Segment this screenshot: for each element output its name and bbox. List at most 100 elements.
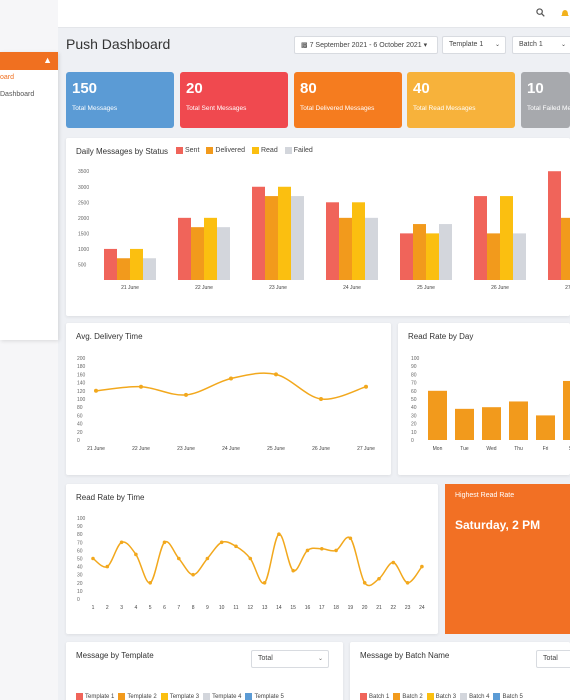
select-value: Total xyxy=(543,655,558,662)
legend-item-template-5[interactable]: Template 5 xyxy=(245,693,284,700)
y-tick-label: 90 xyxy=(411,364,417,370)
stat-label: Total Messages xyxy=(72,105,118,112)
y-tick-label: 70 xyxy=(411,381,417,387)
x-tick-label: 23 June xyxy=(269,285,287,291)
bar xyxy=(455,408,474,440)
y-tick-label: 100 xyxy=(77,516,86,522)
sidebar-item-dashboard[interactable]: oard xyxy=(0,74,15,81)
legend-item-template-1[interactable]: Template 1 xyxy=(76,693,114,700)
batch-select[interactable]: Batch 1 ⌄ xyxy=(512,36,570,54)
template-select-value: Template 1 xyxy=(449,41,484,48)
legend-item-template-2[interactable]: Template 2 xyxy=(118,693,157,700)
data-point xyxy=(105,564,110,569)
card-title: Daily Messages by Status xyxy=(76,147,169,156)
y-tick-label: 3500 xyxy=(78,169,89,175)
x-tick-label: 12 xyxy=(248,605,254,611)
legend-item-batch-3[interactable]: Batch 3 xyxy=(426,693,456,700)
y-tick-label: 70 xyxy=(77,540,83,546)
y-tick-label: 10 xyxy=(411,430,417,436)
chevron-up-icon[interactable]: ▲ xyxy=(43,55,52,65)
chevron-down-icon: ⌄ xyxy=(317,656,323,662)
template-select[interactable]: Template 1 ⌄ xyxy=(442,36,506,54)
card-title: Read Rate by Day xyxy=(408,332,474,341)
y-tick-label: 20 xyxy=(411,422,417,428)
x-tick-label: 15 xyxy=(290,605,296,611)
bar-read xyxy=(500,196,513,280)
y-tick-label: 80 xyxy=(77,532,83,538)
legend-item-batch-5[interactable]: Batch 5 xyxy=(493,693,523,700)
sidebar-item-push-dashboard[interactable]: Dashboard xyxy=(0,91,35,98)
y-tick-label: 30 xyxy=(77,573,83,579)
bar-failed xyxy=(365,217,378,280)
sidebar-menu-header[interactable]: ▲ xyxy=(0,52,58,70)
legend-item-batch-4[interactable]: Batch 4 xyxy=(460,693,489,700)
x-tick-label: 21 xyxy=(376,605,382,611)
legend-item-sent[interactable]: Sent xyxy=(176,147,199,154)
x-tick-label: 26 June xyxy=(491,285,509,291)
data-point xyxy=(391,560,396,565)
y-tick-label: 1000 xyxy=(78,247,89,253)
data-point xyxy=(334,548,338,553)
x-tick-label: 9 xyxy=(206,605,209,611)
x-tick-label: 23 June xyxy=(177,446,195,452)
y-tick-label: 3000 xyxy=(78,185,89,191)
y-tick-label: 60 xyxy=(77,548,83,554)
chart-legend: Sent Delivered Read Failed xyxy=(176,147,313,154)
stat-value: 150 xyxy=(72,80,98,97)
bar-sent xyxy=(548,171,561,280)
data-point xyxy=(139,384,143,389)
batch-total-select[interactable]: Total xyxy=(536,650,570,668)
legend-item-batch-1[interactable]: Batch 1 xyxy=(360,693,389,700)
y-tick-label: 60 xyxy=(411,389,417,395)
x-tick-label: Mon xyxy=(433,446,443,452)
batch-legend: Batch 1 Batch 2 Batch 3 Batch 4 Batch 5 xyxy=(360,693,523,700)
bar xyxy=(563,380,570,440)
bar xyxy=(509,401,528,440)
legend-item-template-3[interactable]: Template 3 xyxy=(160,693,199,700)
data-point xyxy=(377,576,381,581)
card-title: Message by Template xyxy=(76,651,154,660)
y-tick-label: 60 xyxy=(77,413,83,419)
legend-item-batch-2[interactable]: Batch 2 xyxy=(393,693,423,700)
legend-label: Batch 5 xyxy=(502,693,523,700)
bar-sent xyxy=(104,248,117,280)
template-legend: Template 1 Template 2 Template 3 Templat… xyxy=(76,693,284,700)
data-point xyxy=(274,372,278,377)
select-value: Total xyxy=(258,655,273,662)
card-title: Message by Batch Name xyxy=(360,651,450,660)
bar xyxy=(482,407,501,440)
legend-item-delivered[interactable]: Delivered xyxy=(206,147,245,154)
y-tick-label: 100 xyxy=(411,356,420,362)
legend-item-failed[interactable]: Failed xyxy=(284,147,313,154)
y-tick-label: 0 xyxy=(77,438,80,444)
bar xyxy=(536,415,555,440)
data-point xyxy=(219,540,224,545)
bar-sent xyxy=(252,186,265,280)
y-tick-label: 50 xyxy=(411,397,417,403)
stat-card-failed-messages: 10 Total Failed Messages xyxy=(521,72,570,128)
notification-icon[interactable] xyxy=(560,8,570,21)
template-total-select[interactable]: Total ⌄ xyxy=(251,650,329,668)
x-tick-label: Thu xyxy=(514,446,523,452)
x-tick-label: 24 xyxy=(419,605,425,611)
y-tick-label: 40 xyxy=(77,422,83,428)
y-tick-label: 0 xyxy=(411,438,414,444)
legend-label: Failed xyxy=(293,147,313,154)
date-range-picker[interactable]: ▩ 7 September 2021 - 6 October 2021 ▾ xyxy=(294,36,438,54)
search-icon[interactable] xyxy=(536,8,545,20)
y-tick-label: 20 xyxy=(77,430,83,436)
legend-item-template-4[interactable]: Template 4 xyxy=(203,693,241,700)
bar-failed xyxy=(439,224,452,280)
sidebar-menu: ▲ oard Dashboard xyxy=(0,52,58,340)
legend-label: Batch 4 xyxy=(469,693,490,700)
daily-messages-card: Daily Messages by Status Sent Delivered … xyxy=(66,138,570,316)
x-tick-label: 27 June xyxy=(565,285,570,291)
stat-card-total-messages: 150 Total Messages xyxy=(66,72,174,128)
y-tick-label: 40 xyxy=(77,565,83,571)
data-point xyxy=(305,548,310,553)
y-tick-label: 2500 xyxy=(78,200,89,206)
y-tick-label: 120 xyxy=(77,389,86,395)
data-point xyxy=(262,581,267,585)
legend-item-read[interactable]: Read xyxy=(251,147,278,154)
x-tick-label: 20 xyxy=(362,605,368,611)
